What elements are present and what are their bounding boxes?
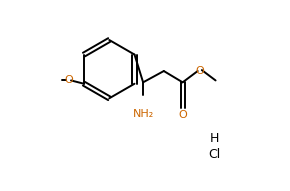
Text: O: O [178,110,187,120]
Text: O: O [64,75,73,85]
Text: Cl: Cl [209,148,221,161]
Text: H: H [210,132,219,145]
Text: O: O [195,66,204,76]
Text: NH₂: NH₂ [133,109,154,119]
